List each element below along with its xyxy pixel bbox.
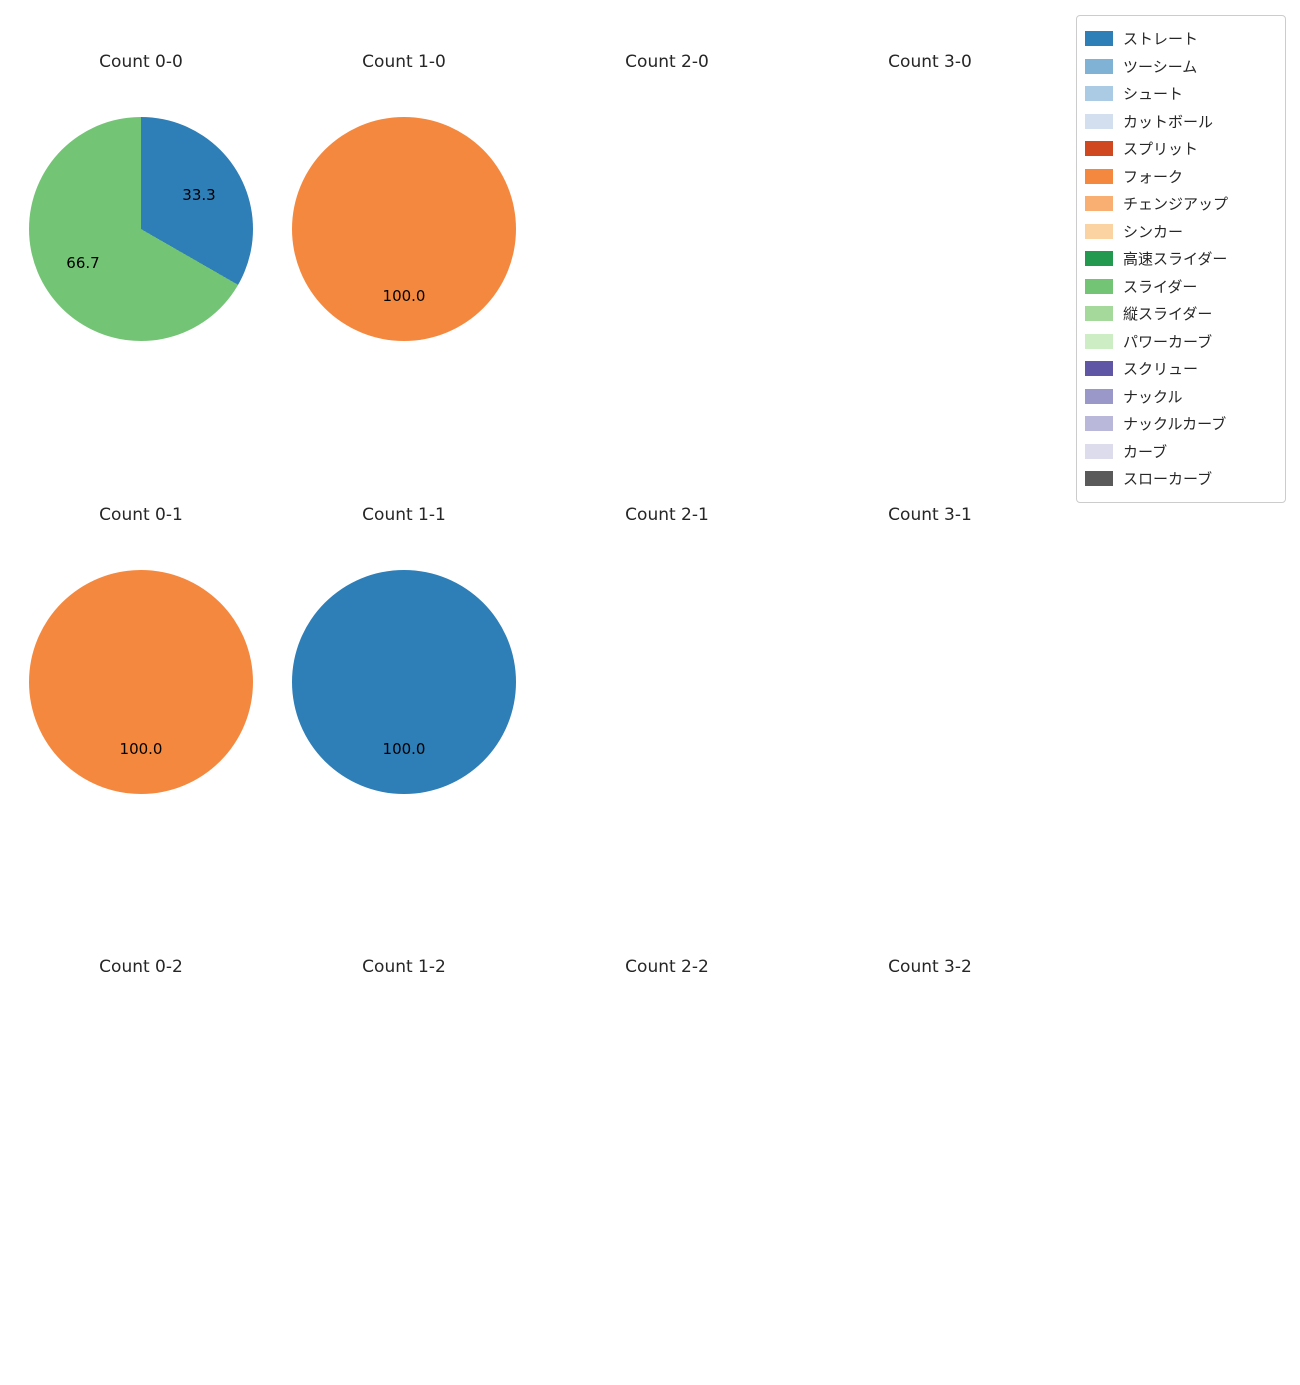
legend-item: スプリット [1085, 135, 1277, 163]
legend-label: シュート [1123, 85, 1184, 104]
pie-chart: 100.0 [292, 117, 516, 341]
pie-chart: 100.0 [292, 570, 516, 794]
chart-cell-count-3-2: Count 3-2 [790, 955, 1070, 1385]
legend-swatch [1085, 58, 1113, 74]
legend-label: スライダー [1123, 277, 1198, 296]
legend-item: 縦スライダー [1085, 300, 1277, 328]
legend-item: ナックルカーブ [1085, 410, 1277, 438]
chart-title: Count 3-2 [888, 957, 972, 977]
legend-swatch [1085, 278, 1113, 294]
chart-cell-count-2-0: Count 2-0 [527, 50, 807, 480]
legend-label: カットボール [1123, 112, 1214, 131]
chart-cell-count-1-0: Count 1-0 100.0 [264, 50, 544, 480]
legend-label: ストレート [1123, 30, 1199, 49]
legend-item: シュート [1085, 80, 1277, 108]
pie-slice-value: 100.0 [382, 740, 426, 758]
pie-slice-value: 100.0 [119, 740, 163, 758]
pie-chart: 33.3 66.7 [29, 117, 253, 341]
legend-item: シンカー [1085, 218, 1277, 246]
legend-swatch [1085, 471, 1113, 487]
chart-cell-count-1-2: Count 1-2 [264, 955, 544, 1385]
legend-item: フォーク [1085, 163, 1277, 191]
chart-title: Count 3-0 [888, 52, 972, 72]
legend-swatch [1085, 168, 1113, 184]
legend-label: スローカーブ [1123, 470, 1213, 489]
legend-label: 高速スライダー [1123, 250, 1228, 269]
legend-item: カーブ [1085, 438, 1277, 466]
legend-swatch [1085, 31, 1113, 47]
legend-item: カットボール [1085, 108, 1277, 136]
legend-swatch [1085, 223, 1113, 239]
legend-label: 縦スライダー [1123, 305, 1213, 324]
chart-title: Count 2-2 [625, 957, 709, 977]
pie-chart: 100.0 [29, 570, 253, 794]
legend-label: スクリュー [1123, 360, 1199, 379]
legend-item: スライダー [1085, 273, 1277, 301]
chart-title: Count 1-1 [362, 505, 446, 525]
legend-item: ツーシーム [1085, 53, 1277, 81]
legend-swatch [1085, 361, 1113, 377]
legend-label: ナックル [1123, 387, 1183, 406]
chart-cell-count-1-1: Count 1-1 100.0 [264, 503, 544, 933]
legend-item: スクリュー [1085, 355, 1277, 383]
chart-title: Count 1-2 [362, 957, 446, 977]
legend-label: ツーシーム [1123, 57, 1198, 76]
legend-swatch [1085, 416, 1113, 432]
legend-item: スローカーブ [1085, 465, 1277, 493]
chart-title: Count 0-2 [99, 957, 183, 977]
legend-label: カーブ [1123, 442, 1168, 461]
pie-slice-value: 66.7 [66, 253, 100, 272]
chart-title: Count 2-1 [625, 505, 709, 525]
chart-cell-count-2-2: Count 2-2 [527, 955, 807, 1385]
legend-swatch [1085, 443, 1113, 459]
chart-title: Count 0-0 [99, 52, 183, 72]
legend-label: チェンジアップ [1123, 195, 1229, 214]
legend: ストレートツーシームシュートカットボール スプリットフォークチェンジアップ シンカー… [1076, 15, 1286, 503]
legend-label: フォーク [1123, 167, 1184, 186]
legend-label: スプリット [1123, 140, 1199, 159]
legend-item: チェンジアップ [1085, 190, 1277, 218]
chart-cell-count-0-2: Count 0-2 [1, 955, 281, 1385]
legend-swatch [1085, 141, 1113, 157]
legend-item: ナックル [1085, 383, 1277, 411]
legend-swatch [1085, 196, 1113, 212]
legend-item: ストレート [1085, 25, 1277, 53]
pie-slice-value: 100.0 [382, 287, 426, 305]
legend-swatch [1085, 388, 1113, 404]
legend-label: シンカー [1123, 222, 1184, 241]
legend-label: ナックルカーブ [1123, 415, 1227, 434]
chart-title: Count 2-0 [625, 52, 709, 72]
pie-slice-value: 33.3 [182, 186, 216, 205]
legend-item: パワーカーブ [1085, 328, 1277, 356]
chart-cell-count-3-1: Count 3-1 [790, 503, 1070, 933]
legend-swatch [1085, 333, 1113, 349]
chart-cell-count-2-1: Count 2-1 [527, 503, 807, 933]
legend-swatch [1085, 86, 1113, 102]
chart-title: Count 0-1 [99, 505, 183, 525]
legend-label: パワーカーブ [1123, 332, 1213, 351]
chart-title: Count 1-0 [362, 52, 446, 72]
chart-cell-count-3-0: Count 3-0 [790, 50, 1070, 480]
chart-cell-count-0-0: Count 0-0 33.3 66.7 [1, 50, 281, 480]
legend-swatch [1085, 306, 1113, 322]
chart-title: Count 3-1 [888, 505, 972, 525]
chart-cell-count-0-1: Count 0-1 100.0 [1, 503, 281, 933]
legend-swatch [1085, 251, 1113, 267]
legend-item: 高速スライダー [1085, 245, 1277, 273]
legend-swatch [1085, 113, 1113, 129]
